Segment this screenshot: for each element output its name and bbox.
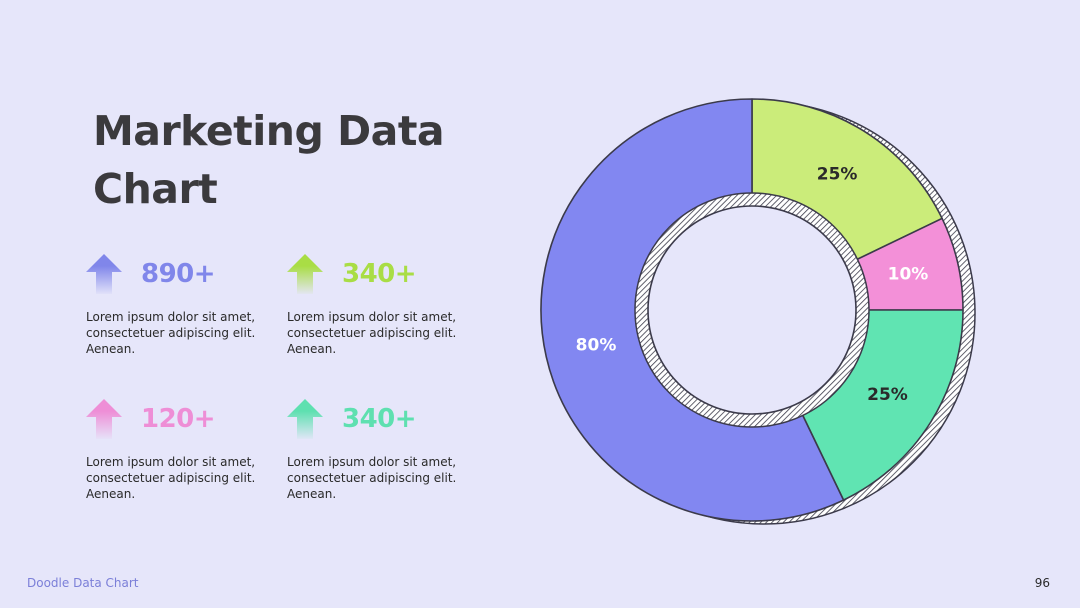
up-arrow-icon xyxy=(287,254,323,294)
stat-description: Lorem ipsum dolor sit amet, consectetuer… xyxy=(86,310,256,356)
stat-item-2: 340+ Lorem ipsum dolor sit amet, consect… xyxy=(287,254,477,357)
stat-item-3: 120+ Lorem ipsum dolor sit amet, consect… xyxy=(86,399,276,502)
up-arrow-icon xyxy=(287,399,323,439)
stat-description: Lorem ipsum dolor sit amet, consectetuer… xyxy=(86,455,256,501)
slice-label-4: 80% xyxy=(576,336,617,356)
slice-label-3: 25% xyxy=(867,385,908,405)
stat-item-1: 890+ Lorem ipsum dolor sit amet, consect… xyxy=(86,254,276,357)
up-arrow-icon xyxy=(86,399,122,439)
stat-description: Lorem ipsum dolor sit amet, consectetuer… xyxy=(287,455,457,501)
stat-value: 340+ xyxy=(342,404,417,434)
slice-label-1: 25% xyxy=(817,165,858,185)
stat-value: 120+ xyxy=(141,404,216,434)
stat-description: Lorem ipsum dolor sit amet, consectetuer… xyxy=(287,310,457,356)
stat-value: 340+ xyxy=(342,259,417,289)
up-arrow-icon xyxy=(86,254,122,294)
page-number: 96 xyxy=(1034,576,1050,590)
donut-hole xyxy=(647,205,857,415)
stat-value: 890+ xyxy=(141,259,216,289)
page-title: Marketing Data Chart xyxy=(93,107,445,213)
footer-label: Doodle Data Chart xyxy=(27,576,139,590)
donut-chart: 25% 10% 25% 80% xyxy=(540,98,976,525)
stat-item-4: 340+ Lorem ipsum dolor sit amet, consect… xyxy=(287,399,477,502)
slice-label-2: 10% xyxy=(888,264,929,284)
